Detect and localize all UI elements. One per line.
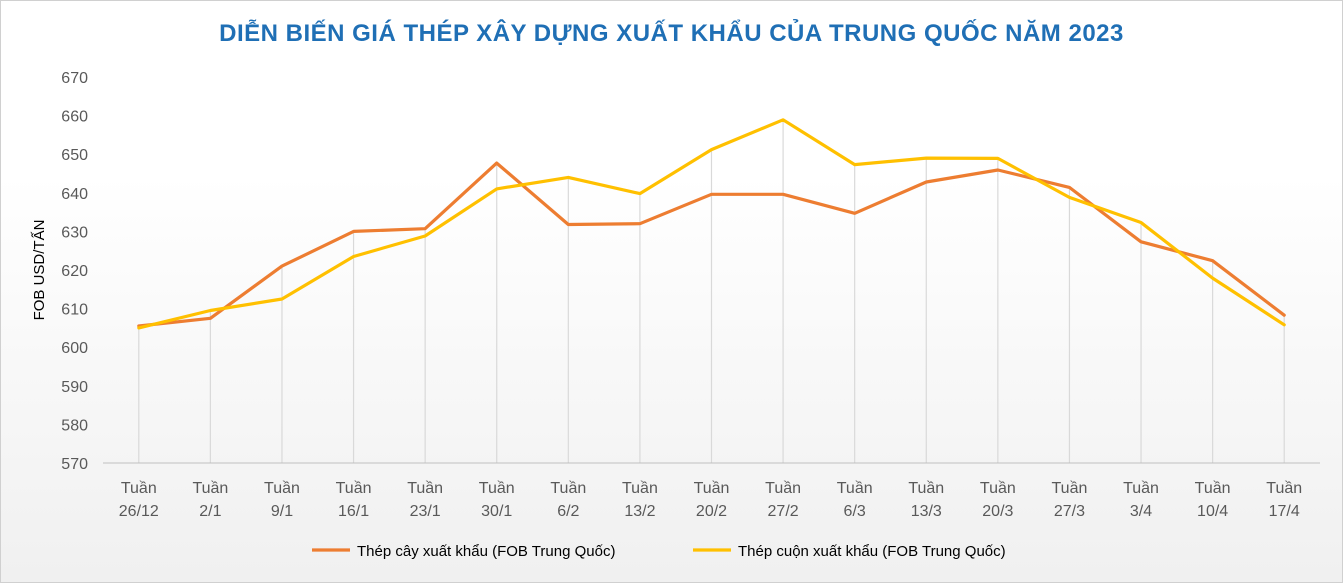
legend-label: Thép cuộn xuất khẩu (FOB Trung Quốc) xyxy=(738,543,1006,560)
x-tick-label-line1: Tuần xyxy=(192,480,228,497)
y-axis-ticks: 570 580 590 600 610 620 630 640 650 660 670 xyxy=(61,70,88,473)
x-tick-label-line1: Tuần xyxy=(479,480,515,497)
x-tick-label-line1: Tuần xyxy=(765,480,801,497)
x-tick-label-line1: Tuần xyxy=(264,480,300,497)
y-tick-label: 630 xyxy=(61,224,88,241)
x-tick-label-line1: Tuần xyxy=(622,480,658,497)
x-tick-label-line1: Tuần xyxy=(1052,480,1088,497)
x-tick-label-line2: 23/1 xyxy=(410,503,441,520)
series-lines xyxy=(137,118,1286,330)
x-tick-label-line2: 27/2 xyxy=(768,503,799,520)
legend: Thép cây xuất khẩu (FOB Trung Quốc) Thép … xyxy=(312,543,1006,560)
x-tick-label-line2: 27/3 xyxy=(1054,503,1085,520)
y-axis-label: FOB USD/TẤN xyxy=(31,220,48,321)
x-tick-label-line1: Tuần xyxy=(908,480,944,497)
y-tick-label: 610 xyxy=(61,302,88,319)
x-tick-label-line2: 3/4 xyxy=(1130,503,1152,520)
x-tick-label-line2: 16/1 xyxy=(338,503,369,520)
x-tick-label-line2: 10/4 xyxy=(1197,503,1228,520)
x-tick-label-line1: Tuần xyxy=(837,480,873,497)
x-tick-label-line2: 20/2 xyxy=(696,503,727,520)
x-tick-label-line2: 17/4 xyxy=(1269,503,1300,520)
x-tick-label-line2: 13/3 xyxy=(911,503,942,520)
x-tick-label-line2: 26/12 xyxy=(119,503,159,520)
series-line-2 xyxy=(137,118,1286,330)
y-tick-label: 570 xyxy=(61,456,88,473)
x-tick-label-line1: Tuần xyxy=(694,480,730,497)
x-tick-label-line1: Tuần xyxy=(980,480,1016,497)
y-tick-label: 650 xyxy=(61,147,88,164)
y-tick-label: 640 xyxy=(61,186,88,203)
x-tick-label-line2: 2/1 xyxy=(199,503,221,520)
x-tick-label-line1: Tuần xyxy=(336,480,372,497)
y-tick-label: 670 xyxy=(61,70,88,87)
x-tick-label-line1: Tuần xyxy=(550,480,586,497)
x-tick-label-line1: Tuần xyxy=(407,480,443,497)
x-tick-label-line1: Tuần xyxy=(1123,480,1159,497)
x-tick-label-line2: 20/3 xyxy=(982,503,1013,520)
y-tick-label: 660 xyxy=(61,109,88,126)
x-tick-label-line1: Tuần xyxy=(121,480,157,497)
y-tick-label: 600 xyxy=(61,340,88,357)
grid-lines xyxy=(138,119,1285,463)
legend-label: Thép cây xuất khẩu (FOB Trung Quốc) xyxy=(357,543,615,560)
y-tick-label: 620 xyxy=(61,263,88,280)
x-tick-label-line2: 6/3 xyxy=(844,503,866,520)
x-tick-label-line1: Tuần xyxy=(1266,480,1302,497)
y-tick-label: 580 xyxy=(61,417,88,434)
x-tick-label-line2: 13/2 xyxy=(624,503,655,520)
x-axis-ticks: Tuần 26/12 Tuần 2/1 Tuần 9/1 Tuần 16/1 Tuần 23/1 T… xyxy=(119,480,1302,520)
x-tick-label-line2: 9/1 xyxy=(271,503,293,520)
chart-title: DIỄN BIẾN GIÁ THÉP XÂY DỰNG XUẤT KHẨU CỦ… xyxy=(219,20,1124,47)
y-tick-label: 590 xyxy=(61,379,88,396)
x-tick-label-line2: 30/1 xyxy=(481,503,512,520)
x-tick-label-line1: Tuần xyxy=(1195,480,1231,497)
x-tick-label-line2: 6/2 xyxy=(557,503,579,520)
